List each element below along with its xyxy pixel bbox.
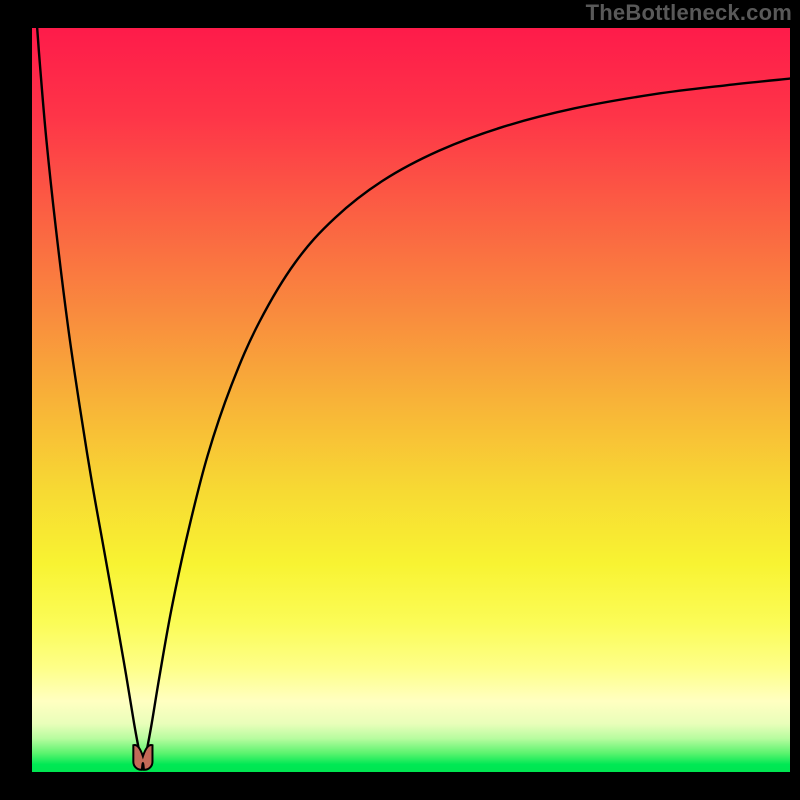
watermark-text: TheBottleneck.com (586, 0, 792, 26)
bottleneck-chart (0, 0, 800, 800)
gradient-background (32, 28, 790, 772)
